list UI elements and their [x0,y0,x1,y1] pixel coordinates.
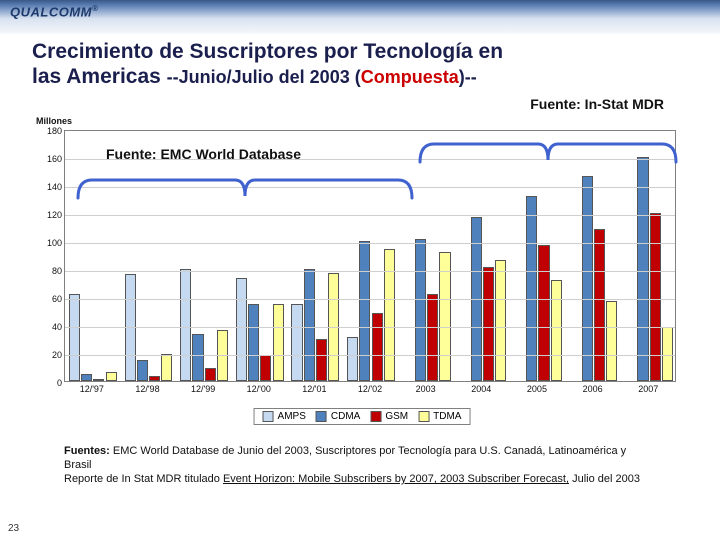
bar-amps [347,337,358,380]
legend-item: CDMA [316,411,360,422]
chart-legend: AMPS CDMA GSM TDMA [254,408,471,425]
bar-gsm [594,229,605,380]
bar-cdma [582,176,593,380]
bar-gsm [149,376,160,380]
bars-layer [65,131,675,381]
x-axis-ticks: 12/'9712/'9812/'9912/'0012/'0112/'022003… [64,384,676,394]
y-tick-label: 60 [37,294,65,304]
legend-swatch [418,411,429,422]
title-compuesta: Compuesta [361,67,459,87]
bar-tdma [606,301,617,381]
bar-cdma [637,157,648,381]
slide-title: Crecimiento de Suscriptores por Tecnolog… [32,40,688,90]
bar-tdma [551,280,562,381]
title-dash: -- [167,67,179,87]
gridline [65,243,675,244]
bar-gsm [372,313,383,380]
footnote-line2a: Reporte de In Stat MDR titulado [64,473,223,485]
x-tick-label: 2005 [509,384,565,394]
bar-cdma [526,196,537,381]
x-tick-label: 2003 [398,384,454,394]
chart-container: Millones Fuente: EMC World Database 0204… [32,114,692,432]
footnote: Fuentes: EMC World Database de Junio del… [32,432,688,487]
footnote-underline: Event Horizon: Mobile Subscribers by 200… [223,473,569,485]
y-tick-label: 80 [37,266,65,276]
gridline [65,299,675,300]
bar-tdma [495,260,506,380]
x-tick-label: 12/'00 [231,384,287,394]
bar-gsm [93,379,104,381]
bar-gsm [316,339,327,381]
gridline [65,327,675,328]
source-instat-label: Fuente: In-Stat MDR [32,96,688,112]
y-axis-title: Millones [36,116,72,126]
bar-gsm [427,294,438,381]
x-tick-label: 2004 [453,384,509,394]
y-tick-label: 160 [37,154,65,164]
banner-band: QUALCOMM® [0,0,720,34]
title-line2c: )-- [459,67,477,87]
bar-gsm [483,267,494,380]
gridline [65,215,675,216]
chart-plot-area: 020406080100120140160180 [64,130,676,382]
footnote-line2b: Julio del 2003 [569,473,640,485]
gridline [65,271,675,272]
y-tick-label: 180 [37,126,65,136]
logo-text: QUALCOMM [10,4,92,19]
y-tick-label: 0 [37,378,65,388]
y-tick-label: 100 [37,238,65,248]
slide-body: Crecimiento de Suscriptores por Tecnolog… [0,34,720,486]
y-tick-label: 120 [37,210,65,220]
bar-cdma [304,269,315,381]
gridline [65,355,675,356]
bar-amps [69,294,80,381]
bar-gsm [538,245,549,381]
bar-cdma [415,239,426,380]
x-tick-label: 12/'98 [120,384,176,394]
legend-item: TDMA [418,411,461,422]
title-line2a: las Americas [32,65,167,88]
page-number: 23 [8,523,19,534]
gridline [65,187,675,188]
footnote-label: Fuentes: [64,445,113,457]
legend-item: GSM [370,411,408,422]
bar-cdma [137,360,148,381]
bar-tdma [161,354,172,381]
bar-amps [180,269,191,381]
bar-tdma [273,304,284,381]
x-tick-label: 2006 [565,384,621,394]
y-tick-label: 140 [37,182,65,192]
bar-cdma [81,374,92,381]
legend-label: CDMA [331,411,360,422]
legend-swatch [263,411,274,422]
legend-label: GSM [385,411,408,422]
x-tick-label: 12/'01 [287,384,343,394]
title-line2b: Junio/Julio del 2003 ( [179,67,361,87]
bar-cdma [192,334,203,380]
bar-amps [236,278,247,380]
source-emc-label: Fuente: EMC World Database [106,146,301,162]
x-tick-label: 2007 [620,384,676,394]
legend-swatch [370,411,381,422]
legend-label: TDMA [433,411,461,422]
qualcomm-logo: QUALCOMM® [10,4,98,19]
x-tick-label: 12/'02 [342,384,398,394]
y-tick-label: 40 [37,322,65,332]
x-tick-label: 12/'99 [175,384,231,394]
bar-cdma [359,241,370,381]
bar-tdma [106,372,117,380]
bar-gsm [260,355,271,380]
bar-tdma [384,249,395,381]
y-tick-label: 20 [37,350,65,360]
legend-item: AMPS [263,411,306,422]
bar-cdma [248,304,259,381]
bar-gsm [205,368,216,381]
bar-amps [291,304,302,381]
legend-label: AMPS [278,411,306,422]
footnote-line1: EMC World Database de Junio del 2003, Su… [64,445,626,471]
x-tick-label: 12/'97 [64,384,120,394]
legend-swatch [316,411,327,422]
title-line1: Crecimiento de Suscriptores por Tecnolog… [32,40,503,63]
